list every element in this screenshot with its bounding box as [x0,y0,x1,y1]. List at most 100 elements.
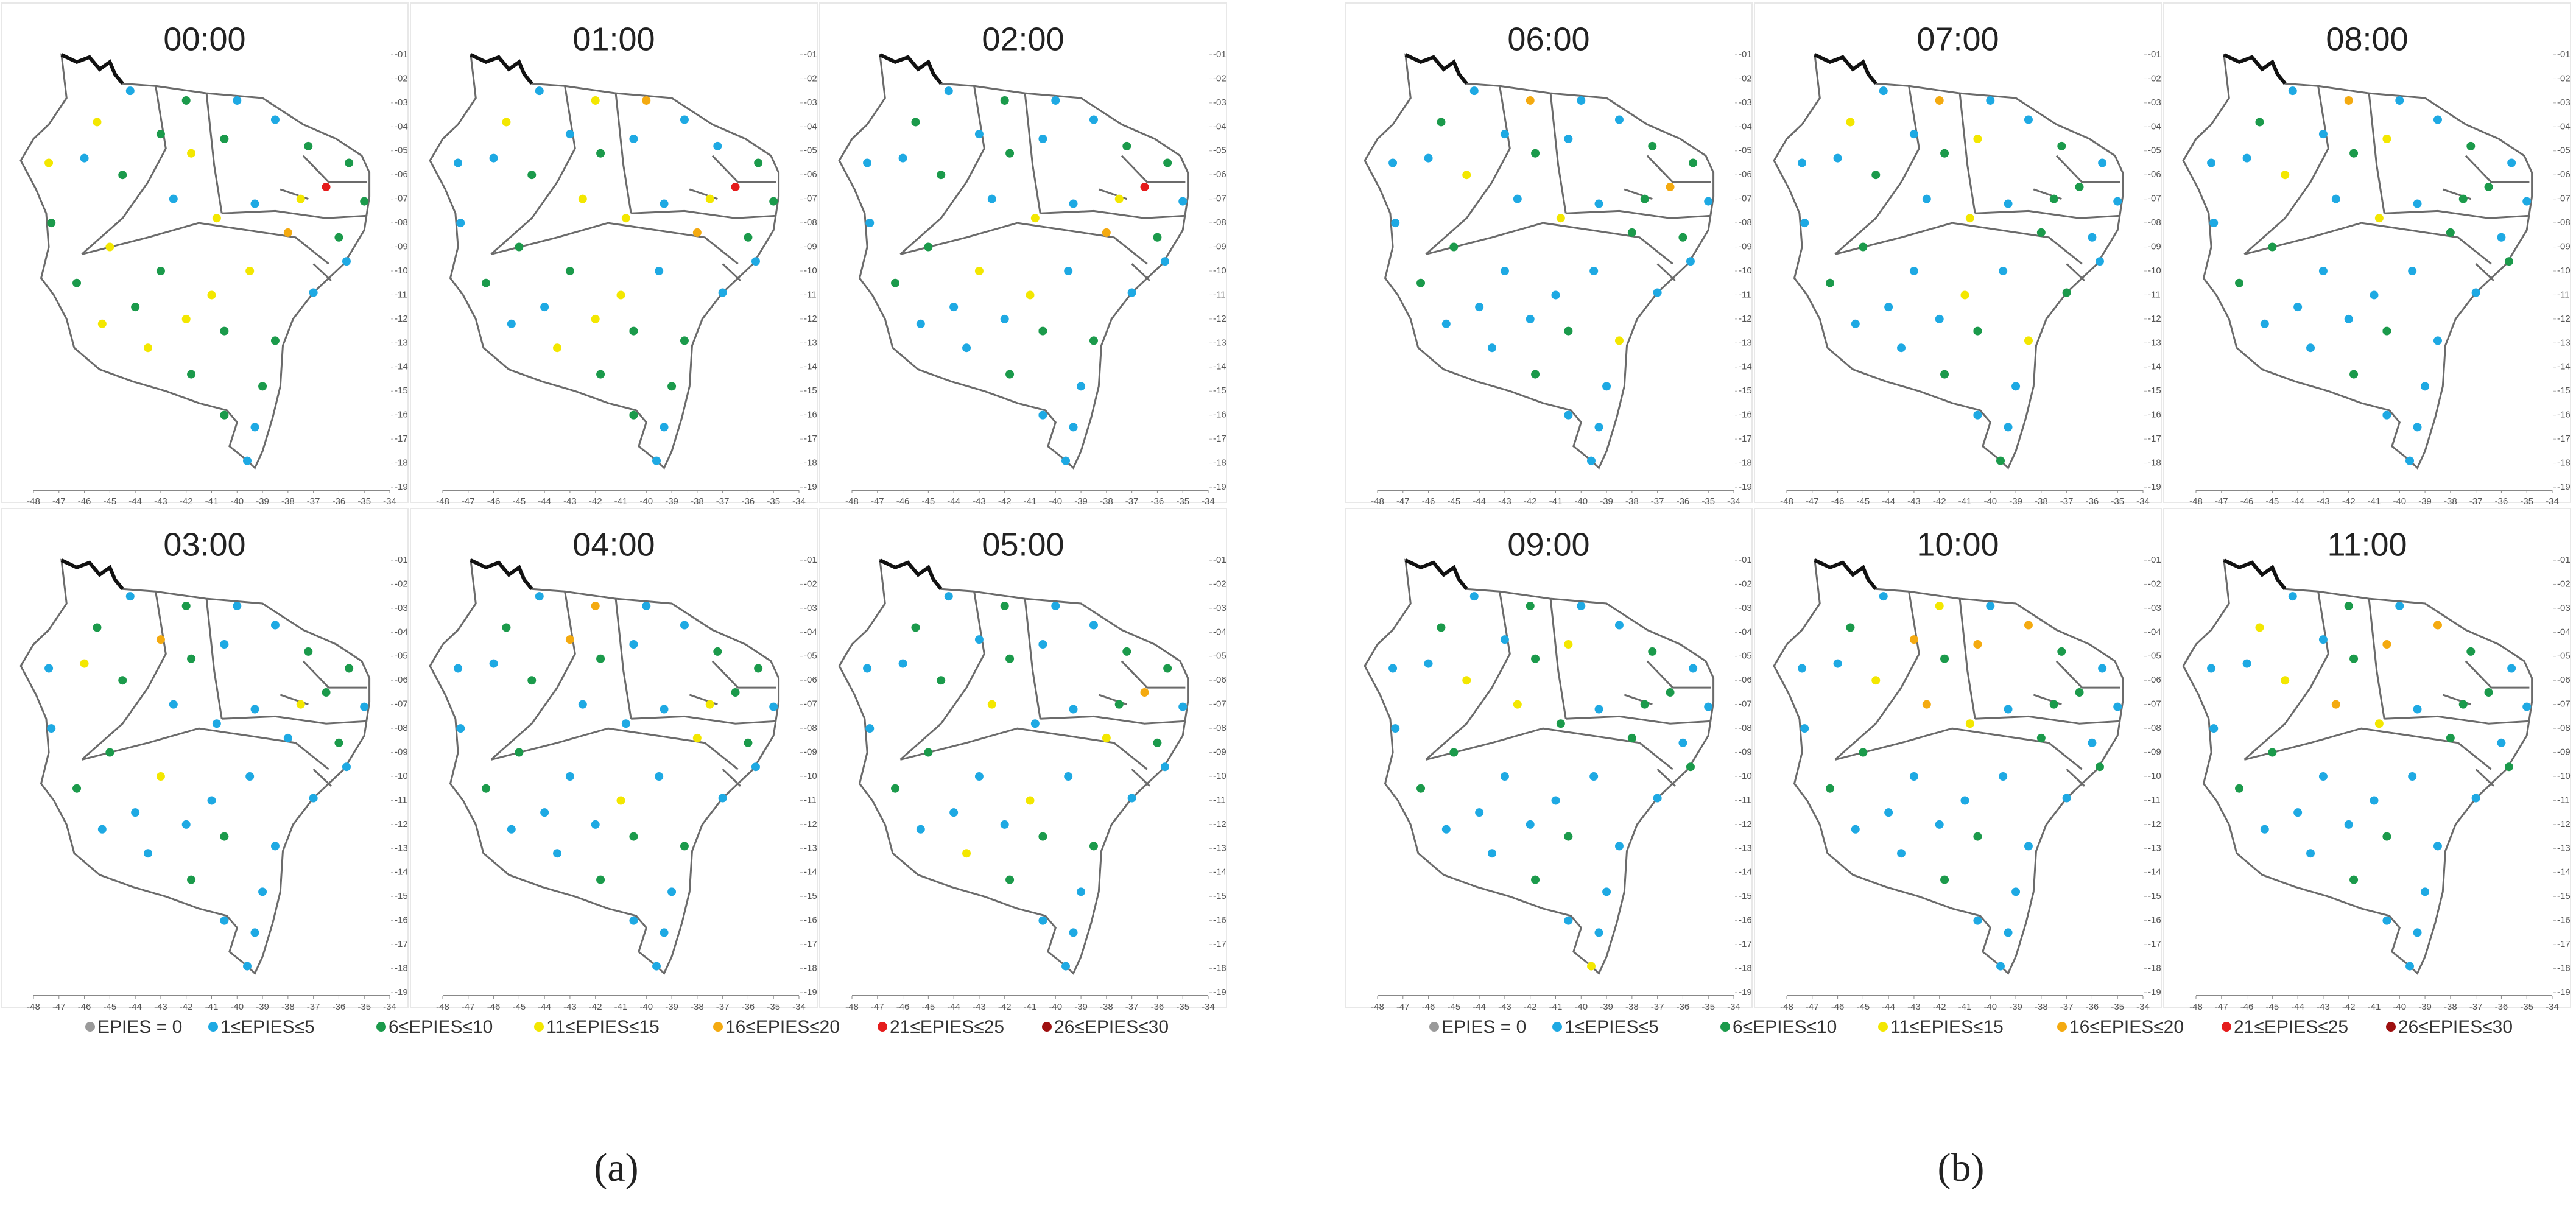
station-dot [949,808,959,817]
y-tick-label: -13 [1739,843,1752,853]
x-tick-label: -43 [154,1002,167,1012]
station-dot [754,158,763,167]
x-tick-label: -47 [1396,1002,1410,1012]
station-dot [1531,875,1540,884]
state-border [1425,591,1511,761]
x-tick-label: -43 [563,1002,577,1012]
station-dot [2344,820,2353,829]
x-tick-label: -42 [998,496,1012,507]
station-dot [207,290,216,300]
station-dot [169,194,178,203]
x-tick-label: -40 [639,1002,653,1012]
y-tick-label: -05 [804,651,817,661]
station-dot [1897,849,1906,858]
station-dot [1648,647,1657,656]
y-tick-label: -15 [1739,891,1752,901]
x-tick-label: -48 [27,1002,40,1012]
y-tick-label: -18 [395,963,408,974]
station-dot [1996,962,2005,971]
station-dot [2522,197,2532,206]
station-dot [944,86,953,96]
x-tick-label: -38 [2444,496,2457,507]
station-dot [1564,410,1573,420]
state-border [1656,263,1676,281]
x-tick-label: -46 [487,1002,501,1012]
y-tick-label: -18 [2148,963,2161,974]
panel-title: 02:00 [982,21,1064,57]
y-tick-label: -12 [1213,314,1226,324]
state-border [1646,155,1711,183]
station-dot [2057,647,2066,656]
x-tick-label: -45 [2266,1002,2279,1012]
station-dot [345,664,354,673]
station-dot [744,738,753,747]
x-tick-label: -42 [589,496,602,507]
y-tick-label: -10 [1739,771,1752,781]
station-dot [144,849,153,858]
x-tick-label: -43 [1498,496,1511,507]
x-tick-label: -44 [1473,1002,1486,1012]
y-tick-label: -02 [1739,579,1752,589]
state-border [2465,660,2530,689]
x-tick-label: -43 [2317,1002,2330,1012]
north-coast [1814,53,1877,85]
station-dot [1488,849,1497,858]
station-dot [334,233,343,242]
y-tick-label: -06 [2148,169,2161,180]
station-dot [1935,314,1944,323]
x-tick-label: -45 [1857,496,1870,507]
north-coast [470,53,533,85]
station-dot [2306,849,2315,858]
y-tick-label: -13 [1213,843,1226,853]
y-tick-label: -03 [1213,603,1226,613]
x-tick-label: -37 [2469,496,2483,507]
state-border [1958,598,1976,719]
station-dot [1140,182,1149,191]
x-tick-label: -42 [1524,496,1537,507]
y-tick-label: -18 [1739,963,1752,974]
y-tick-label: -09 [1739,747,1752,758]
y-tick-label: -14 [2557,867,2571,878]
station-dot [1973,135,1982,144]
x-tick-label: -47 [1396,496,1410,507]
y-tick-label: -02 [395,73,408,83]
station-dot [540,303,549,312]
station-dot [309,794,318,803]
station-dot [156,635,165,644]
x-tick-label: -37 [716,1002,730,1012]
x-tick-label: -35 [1701,1002,1715,1012]
x-tick-label: -41 [2368,496,2381,507]
y-tick-label: -18 [804,458,817,468]
x-tick-label: -42 [1524,1002,1537,1012]
station-dot [621,719,630,728]
x-tick-label: -34 [2136,1002,2150,1012]
station-dot [1577,96,1586,105]
station-dot [1526,96,1535,105]
y-tick-label: -12 [395,819,408,829]
panel-frame [2163,508,2571,1008]
station-dot [2471,794,2480,803]
y-tick-label: -01 [1213,555,1226,565]
x-tick-label: -36 [2495,496,2508,507]
y-tick-label: -14 [395,362,408,372]
legend-dot [1552,1022,1562,1032]
station-dot [1800,724,1809,733]
y-tick-label: -11 [2557,289,2570,300]
y-tick-label: -10 [2148,771,2161,781]
region-outline [1364,53,1715,470]
state-border [899,591,985,761]
y-tick-label: -09 [2557,747,2571,758]
station-dot [2349,654,2359,663]
station-dot [1897,343,1906,353]
y-tick-label: -05 [1213,651,1226,661]
x-tick-label: -48 [2189,496,2203,507]
state-border [1975,209,2120,219]
y-tick-label: -01 [2148,49,2161,60]
station-dot [1026,796,1035,805]
x-tick-label: -42 [589,1002,602,1012]
x-tick-label: -43 [2317,496,2330,507]
region-outline [19,558,371,975]
station-dot [1800,219,1809,228]
station-dot [2004,705,2013,714]
station-dot [1441,825,1451,834]
